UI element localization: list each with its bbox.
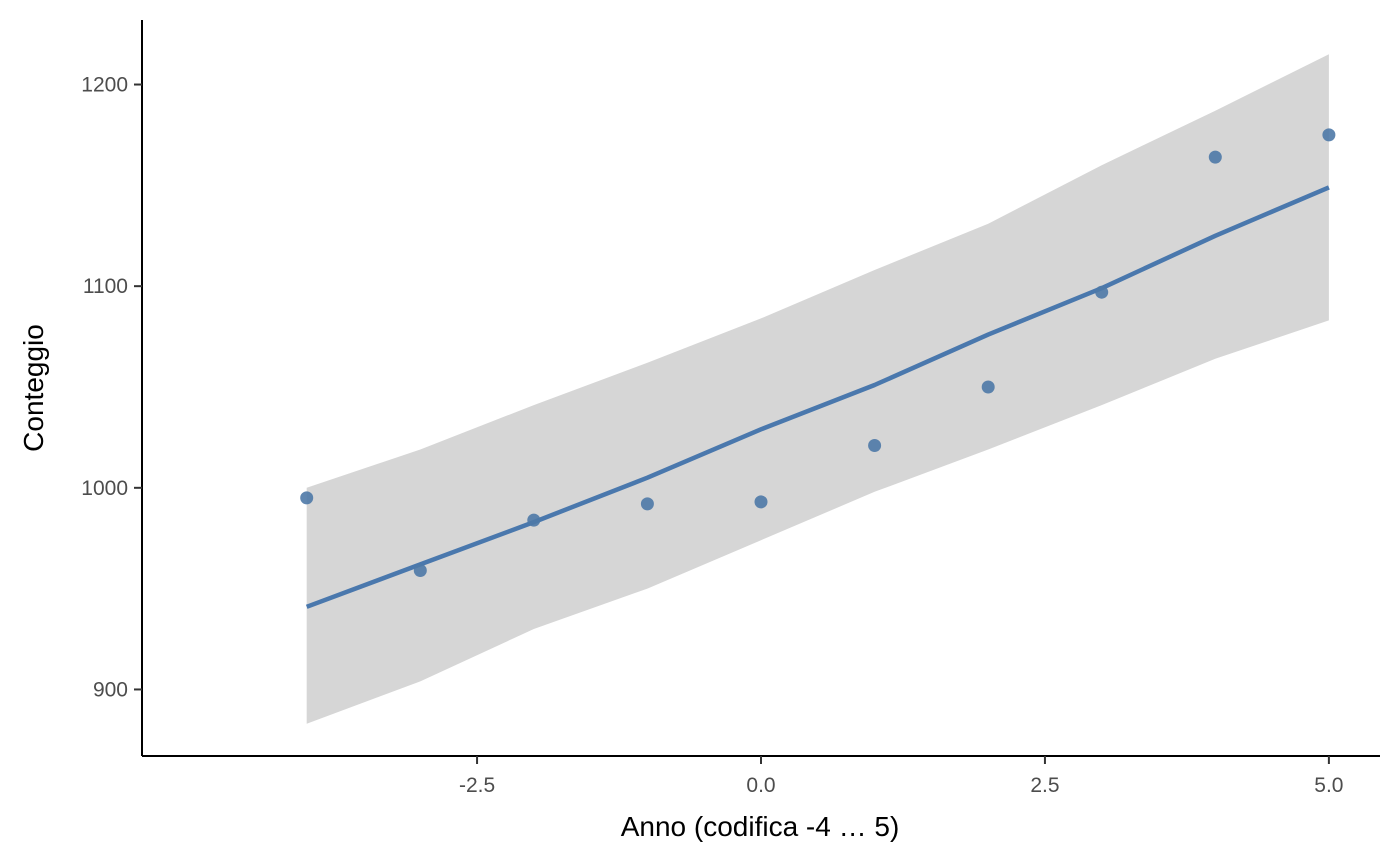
data-point — [1322, 128, 1336, 142]
confidence-band — [306, 54, 1329, 724]
data-point — [413, 564, 427, 577]
y-tick-label: 1100 — [83, 275, 128, 298]
data-point — [640, 497, 654, 511]
data-point — [754, 495, 768, 509]
data-point — [527, 513, 541, 527]
axes-layer: -2.5 0.0 2.5 5.0 900 1000 1100 1200 — [81, 20, 1380, 797]
data-point — [1208, 150, 1222, 164]
fit-line-layer — [305, 185, 1330, 609]
x-tick-label: 2.5 — [1030, 774, 1059, 797]
y-axis-title: Conteggio — [18, 324, 49, 452]
x-axis-title: Anno (codifica -4 … 5) — [621, 811, 900, 842]
confidence-band-layer — [306, 54, 1329, 724]
data-point — [868, 439, 882, 452]
points-layer — [300, 128, 1336, 577]
data-point — [981, 380, 995, 394]
y-tick-label: 1000 — [81, 477, 128, 500]
data-point — [1095, 285, 1109, 299]
x-tick-label: -2.5 — [459, 774, 495, 797]
x-tick-label: 5.0 — [1314, 774, 1343, 797]
x-tick-label: 0.0 — [746, 774, 775, 797]
fit-line — [305, 185, 1330, 609]
y-tick-label: 900 — [93, 678, 128, 701]
y-tick-label: 1200 — [81, 74, 128, 97]
data-point — [300, 491, 314, 505]
